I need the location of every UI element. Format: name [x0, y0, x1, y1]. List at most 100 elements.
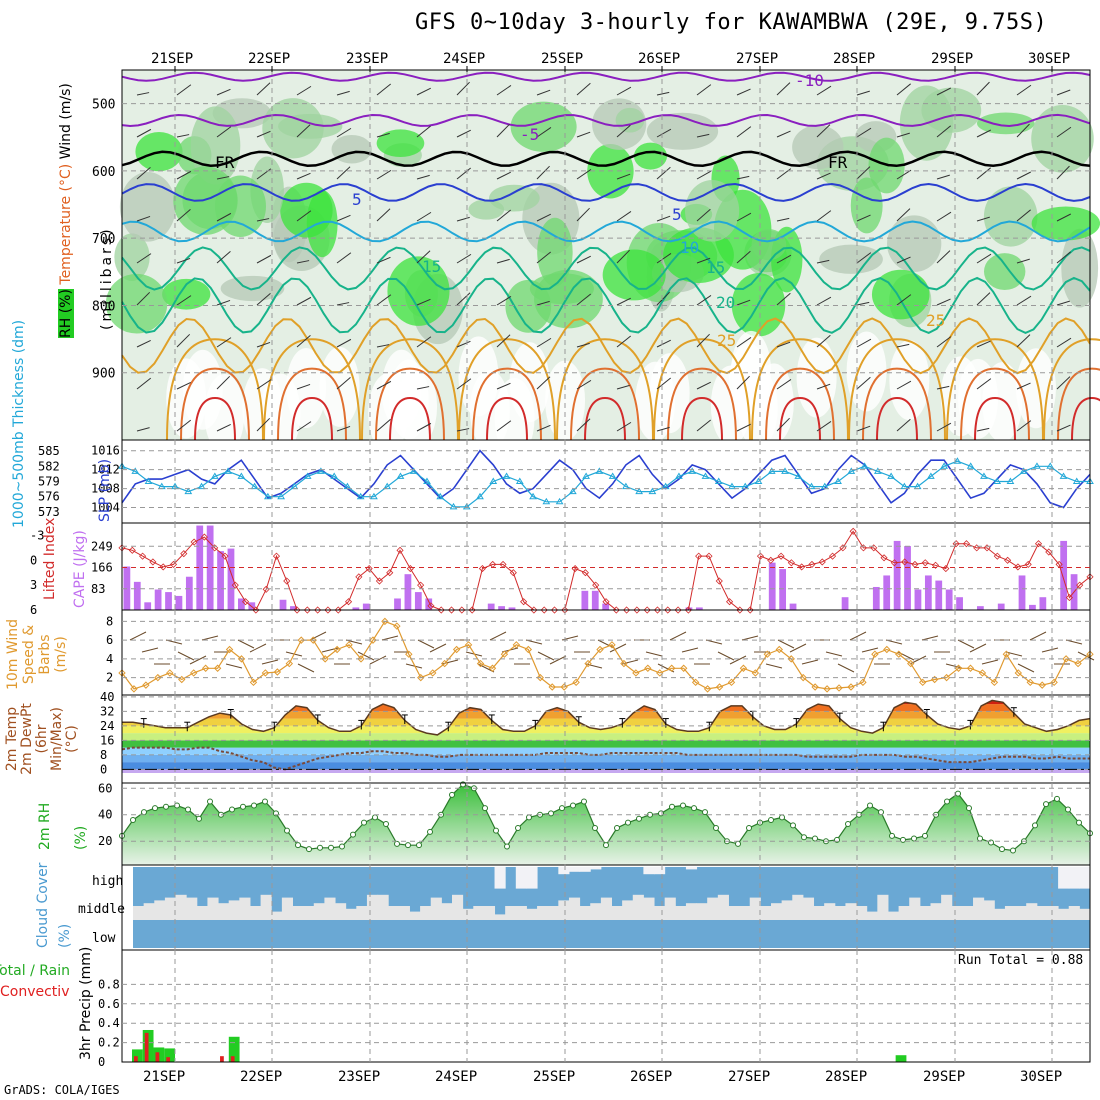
wind-barb-10m	[777, 639, 795, 649]
wind-speed-marker	[237, 655, 246, 663]
wind-barb	[296, 210, 312, 222]
wind-barb	[1056, 165, 1070, 180]
temp-line	[122, 699, 1091, 736]
wind-barb	[896, 380, 912, 390]
lifted-index-marker	[643, 606, 651, 614]
wind-barb-10m	[621, 659, 639, 665]
wind-barb-10m	[741, 635, 759, 641]
ylabel-temp2m: 2m Temp 2m DewPt (6hr Min/Max) (°C)	[4, 703, 80, 775]
temp-tick-label: 40	[100, 690, 114, 704]
wind-barb	[1016, 84, 1032, 96]
surface-temp-loop	[194, 396, 236, 441]
wind-barb	[776, 82, 791, 96]
mid-cloud-cell	[813, 906, 825, 920]
temperature-contour-5	[121, 182, 1091, 202]
rh-marker	[163, 803, 169, 810]
surface-temp-loop	[180, 367, 250, 441]
wind-speed-marker	[548, 683, 556, 691]
thickness-marker	[409, 467, 418, 474]
wind-barb	[976, 129, 992, 138]
rh-shade	[751, 229, 787, 261]
mid-cloud-cell	[249, 906, 262, 920]
lifted-index-marker	[828, 552, 837, 560]
lifted-index-marker	[375, 577, 384, 585]
wind-barb-10m	[417, 639, 435, 649]
wind-barb	[776, 130, 791, 138]
thickness-marker	[502, 472, 511, 479]
lifted-index-marker	[870, 544, 878, 552]
contour-label: -5	[520, 125, 539, 144]
precip-convective-bar	[166, 1057, 171, 1062]
mid-cloud-cell	[505, 906, 517, 920]
li-tick-label: 0	[30, 553, 37, 567]
dry-shade	[381, 349, 422, 430]
mid-cloud-cell	[366, 894, 379, 920]
lifted-index-marker	[221, 552, 229, 560]
wind-barb	[536, 376, 551, 390]
mid-cloud-cell	[260, 894, 272, 920]
lifted-index-marker	[623, 606, 631, 614]
cape-bar	[789, 603, 797, 610]
temp-band	[122, 704, 1090, 712]
wind-barb	[856, 127, 872, 138]
thickness-tick-label: 573	[38, 505, 60, 519]
wind-barb	[416, 125, 432, 138]
wind-barb	[776, 417, 790, 432]
wind-barb	[256, 341, 271, 348]
top-date-label: 28SEP	[833, 51, 875, 67]
cape-bar	[487, 603, 495, 610]
lifted-index-marker	[592, 581, 600, 589]
wind-barb	[616, 211, 632, 222]
lifted-index-marker	[530, 606, 538, 614]
wind-barb	[296, 124, 311, 138]
wind-barb	[696, 170, 712, 180]
mid-cloud-cell	[1068, 906, 1080, 920]
cape-bar	[1029, 604, 1036, 610]
wind-barb	[576, 379, 592, 390]
contour-label: 25	[926, 311, 945, 330]
dry-shade	[635, 361, 676, 442]
mid-cloud-cell	[1047, 906, 1059, 920]
wind-barb	[976, 216, 990, 222]
wind-barb	[1016, 420, 1032, 432]
rh-shade	[977, 112, 1035, 135]
thickness-marker	[688, 467, 697, 474]
thickness-marker	[648, 487, 657, 495]
thickness-marker	[926, 472, 935, 479]
rh-marker	[284, 827, 290, 834]
lifted-index-marker	[211, 544, 219, 552]
surface-temp-loop	[946, 338, 1044, 441]
wind-barb	[616, 249, 630, 264]
rh-marker	[889, 832, 895, 839]
wind-barb	[616, 86, 632, 96]
wind-barb-10m	[585, 663, 603, 669]
thickness-marker	[515, 477, 524, 484]
wind-barb	[176, 257, 191, 264]
surface-temp-loop	[779, 396, 821, 441]
high-cloud-cell	[685, 867, 698, 870]
high-cloud-cell	[590, 867, 602, 870]
cape-bar	[872, 586, 880, 610]
ylabel-wind10m: 10m Wind Speed & Barbs (m/s)	[5, 618, 69, 691]
lifted-index-marker	[468, 606, 476, 614]
wind-barb	[136, 167, 151, 180]
wind-barb	[616, 384, 630, 390]
rh-marker	[801, 834, 807, 841]
rh-marker	[944, 798, 950, 805]
wind-speed-marker	[1014, 669, 1023, 677]
wind-barb-10m	[345, 639, 363, 645]
thickness-marker	[582, 472, 590, 479]
wind-speed-marker	[142, 681, 150, 689]
top-date-label: 29SEP	[931, 51, 973, 67]
temp-band	[122, 747, 1090, 755]
thickness-marker	[622, 482, 630, 490]
surface-temp-loop	[584, 396, 626, 441]
high-cloud-cell	[494, 867, 506, 889]
mid-cloud-cell	[218, 903, 230, 920]
thickness-marker	[303, 472, 312, 479]
rh-marker	[669, 803, 675, 810]
rh-marker	[372, 814, 378, 821]
wind-barb	[136, 128, 152, 138]
wind-barb	[216, 88, 231, 96]
rh-marker	[383, 821, 389, 827]
